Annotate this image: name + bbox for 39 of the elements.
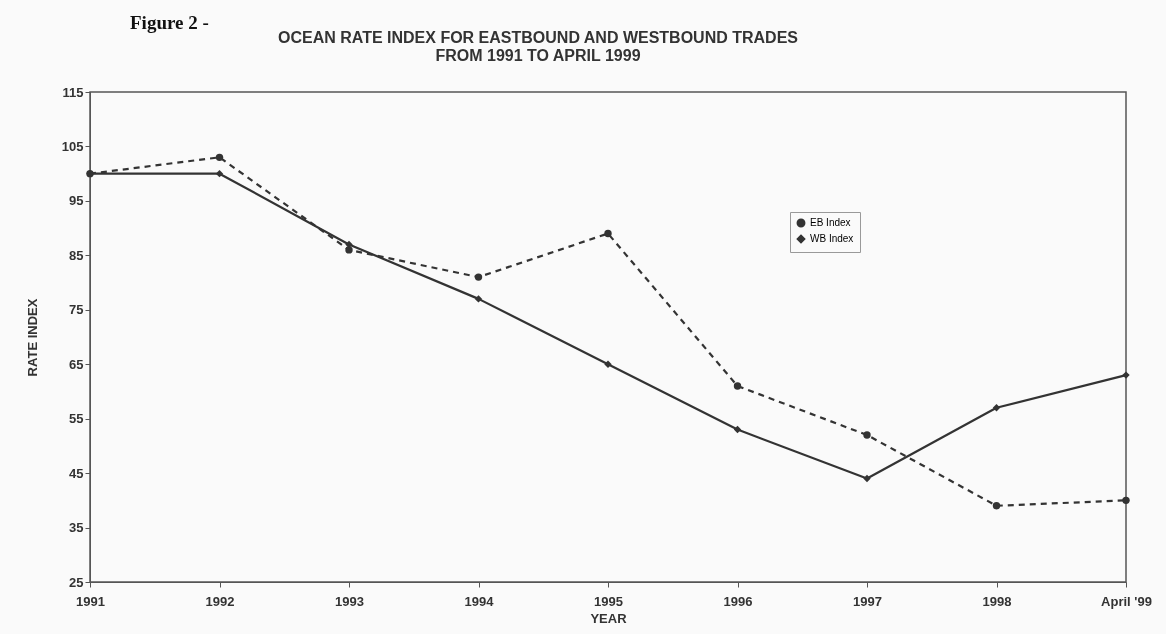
y-tick-label: 35 (69, 520, 84, 536)
point (733, 425, 742, 434)
x-tick-label: 1994 (464, 593, 495, 609)
y-tick-label: 65 (69, 356, 84, 372)
y-tick-label: 115 (62, 84, 84, 100)
point (474, 295, 483, 303)
caption: Figure 2 - (130, 12, 209, 34)
y-tick-label: 45 (69, 465, 84, 481)
point (1122, 496, 1130, 505)
y-tick-label: 105 (61, 138, 84, 154)
y-tick-label: 95 (69, 193, 84, 209)
chart-title: OCEAN RATE INDEX FOR EASTBOUND AND WESTBOUND TRADES FROM 1991 TO APRIL 1999 (277, 29, 799, 64)
point (604, 229, 612, 238)
legend-label: EB Index (810, 217, 851, 228)
point (863, 474, 871, 483)
point (86, 169, 94, 178)
x-tick-label: 1992 (205, 593, 235, 609)
y-tick-label: 85 (69, 247, 84, 263)
x-tick-label: 1993 (335, 593, 364, 609)
point (215, 169, 224, 178)
x-axis-title: YEAR (590, 610, 628, 626)
point (474, 273, 483, 281)
point (863, 431, 871, 439)
point (992, 404, 1001, 412)
point (733, 382, 742, 390)
x-tick-label: 1991 (76, 593, 105, 609)
legend-label: WB Index (810, 233, 854, 244)
x-tick-label: 1995 (594, 593, 623, 609)
point (215, 153, 224, 162)
x-tick-label: 1998 (982, 593, 1012, 609)
point (992, 502, 1001, 510)
point (345, 246, 353, 254)
x-tick-label: April '99 (1101, 593, 1152, 609)
y-tick-label: 25 (69, 574, 84, 590)
y-axis-title: RATE INDEX (24, 298, 40, 377)
y-tick-label: 75 (69, 302, 84, 318)
x-tick-label: 1997 (853, 593, 882, 609)
x-tick-label: 1996 (723, 593, 753, 609)
y-tick-label: 55 (69, 411, 84, 427)
